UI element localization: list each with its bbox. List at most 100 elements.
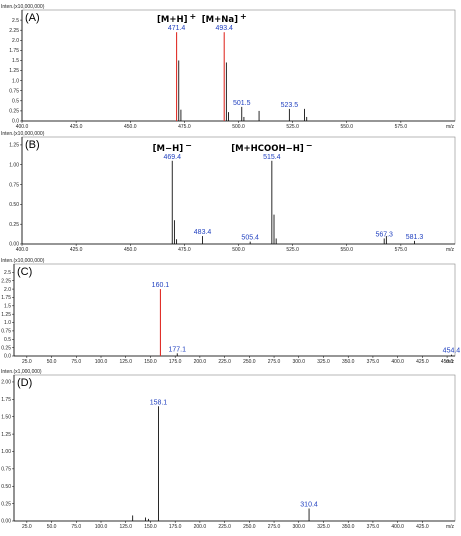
- y-unit-label: Inten.(x1,000,000): [1, 369, 42, 375]
- x-tick-label: 425.0: [416, 359, 429, 365]
- x-tick-label: 250.0: [243, 524, 256, 530]
- peak-mz-label: 493.4: [215, 25, 233, 32]
- peak-mz-label: 469.4: [163, 154, 181, 161]
- y-tick-label: 0.50: [1, 484, 11, 490]
- y-tick-label: 0.00: [9, 242, 19, 248]
- y-tick-label: 1.00: [1, 449, 11, 455]
- x-tick-label: 400.0: [16, 124, 29, 130]
- y-unit-label: Inten.(x10,000,000): [1, 258, 45, 264]
- x-tick-label: 450.0: [124, 124, 137, 130]
- peak-mz-label: 515.4: [263, 154, 281, 161]
- y-tick-label: 1.0: [12, 78, 19, 84]
- y-tick-label: 0.25: [1, 345, 11, 351]
- x-tick-label: 500.0: [232, 124, 245, 130]
- peak-mz-label: 310.4: [300, 501, 318, 508]
- y-tick-label: 0.0: [12, 119, 19, 125]
- x-tick-label: 425.0: [416, 524, 429, 530]
- peak-mz-label: 454.4: [443, 348, 461, 355]
- y-tick-label: 0.75: [1, 467, 11, 473]
- x-tick-label: 550.0: [340, 124, 353, 130]
- x-tick-label: 300.0: [293, 359, 306, 365]
- y-tick-label: 0.5: [12, 99, 19, 105]
- peak-mz-label: 581.3: [406, 234, 424, 241]
- x-tick-label: 100.0: [95, 359, 108, 365]
- x-tick-label: 300.0: [293, 524, 306, 530]
- y-tick-label: 0.25: [1, 501, 11, 507]
- y-tick-label: 0.75: [9, 88, 19, 94]
- panel-label: (D): [17, 377, 32, 389]
- y-tick-label: 0.50: [9, 202, 19, 208]
- peak-mz-label: 523.5: [281, 102, 299, 109]
- x-tick-label: 475.0: [178, 124, 191, 130]
- x-tick-label: 275.0: [268, 524, 281, 530]
- spectrum-panel-2: Inten.(x10,000,000) 0.00 0.25 0.50 0.75 1.00 1…: [1, 131, 456, 253]
- x-tick-label: 575.0: [395, 124, 408, 130]
- peak-mz-label: 471.4: [168, 25, 186, 32]
- x-unit-label: m/z: [446, 247, 455, 253]
- y-tick-label: 2.5: [12, 18, 19, 24]
- y-tick-label: 2.25: [1, 278, 11, 284]
- y-tick-label: 2.5: [4, 270, 11, 276]
- plot-frame: [13, 263, 456, 357]
- x-tick-label: 150.0: [144, 524, 157, 530]
- y-tick-label: 2.00: [1, 380, 11, 386]
- x-tick-label: 350.0: [342, 359, 355, 365]
- y-tick-label: 1.0: [4, 320, 11, 326]
- x-unit-label: m/z: [446, 524, 455, 530]
- spectrum-panel-4: Inten.(x1,000,000) 0.00 0.25 0.50 0.75 1.00 1.…: [1, 369, 456, 530]
- x-tick-label: 525.0: [286, 247, 299, 253]
- ion-charge-superscript: +: [240, 12, 247, 21]
- y-tick-label: 1.5: [12, 58, 19, 64]
- y-tick-label: 1.50: [1, 414, 11, 420]
- ion-annotation: [M+H] +: [157, 12, 196, 25]
- y-tick-label: 1.5: [4, 304, 11, 310]
- y-tick-label: 1.75: [1, 397, 11, 403]
- y-tick-label: 1.25: [1, 312, 11, 318]
- x-tick-label: 325.0: [317, 359, 330, 365]
- y-tick-label: 2.0: [12, 38, 19, 44]
- x-tick-label: 550.0: [340, 247, 353, 253]
- x-tick-label: 400.0: [391, 359, 404, 365]
- panel-label: (C): [17, 266, 32, 278]
- y-tick-label: 0.75: [9, 182, 19, 188]
- x-tick-label: 225.0: [218, 359, 231, 365]
- x-tick-label: 50.0: [47, 524, 57, 530]
- x-tick-label: 450.0: [441, 359, 454, 365]
- y-tick-label: 1.00: [9, 162, 19, 168]
- x-tick-label: 125.0: [119, 359, 132, 365]
- peak-mz-label: 158.1: [150, 399, 168, 406]
- ion-charge-superscript: −: [306, 141, 313, 150]
- y-tick-label: 0.25: [9, 109, 19, 115]
- peak-mz-label: 501.5: [233, 100, 251, 107]
- x-tick-label: 75.0: [71, 524, 81, 530]
- x-tick-label: 525.0: [286, 124, 299, 130]
- x-tick-label: 425.0: [70, 247, 83, 253]
- x-tick-label: 25.0: [22, 359, 32, 365]
- peak-mz-label: 505.4: [241, 235, 259, 242]
- x-tick-label: 25.0: [22, 524, 32, 530]
- x-tick-label: 75.0: [71, 359, 81, 365]
- x-tick-label: 375.0: [367, 359, 380, 365]
- panel-label: (A): [25, 12, 40, 24]
- ion-annotation: [M+Na] +: [202, 12, 247, 25]
- x-tick-label: 425.0: [70, 124, 83, 130]
- y-tick-label: 0.5: [4, 337, 11, 343]
- panel-label: (B): [25, 139, 40, 151]
- peak-mz-label: 160.1: [152, 282, 170, 289]
- y-tick-label: 0.00: [1, 519, 11, 525]
- x-tick-label: 475.0: [178, 247, 191, 253]
- x-tick-label: 400.0: [16, 247, 29, 253]
- ion-annotation: [M−H] −: [153, 141, 192, 154]
- peak-mz-label: 177.1: [168, 346, 186, 353]
- y-tick-label: 0.25: [9, 222, 19, 228]
- x-tick-label: 200.0: [194, 524, 207, 530]
- x-tick-label: 375.0: [367, 524, 380, 530]
- x-tick-label: 175.0: [169, 524, 182, 530]
- x-tick-label: 450.0: [124, 247, 137, 253]
- x-tick-label: 325.0: [317, 524, 330, 530]
- peak-mz-label: 567.3: [375, 231, 393, 238]
- x-tick-label: 125.0: [119, 524, 132, 530]
- ion-annotation: [M+HCOOH−H] −: [231, 141, 312, 154]
- y-tick-label: 2.0: [4, 287, 11, 293]
- x-tick-label: 400.0: [391, 524, 404, 530]
